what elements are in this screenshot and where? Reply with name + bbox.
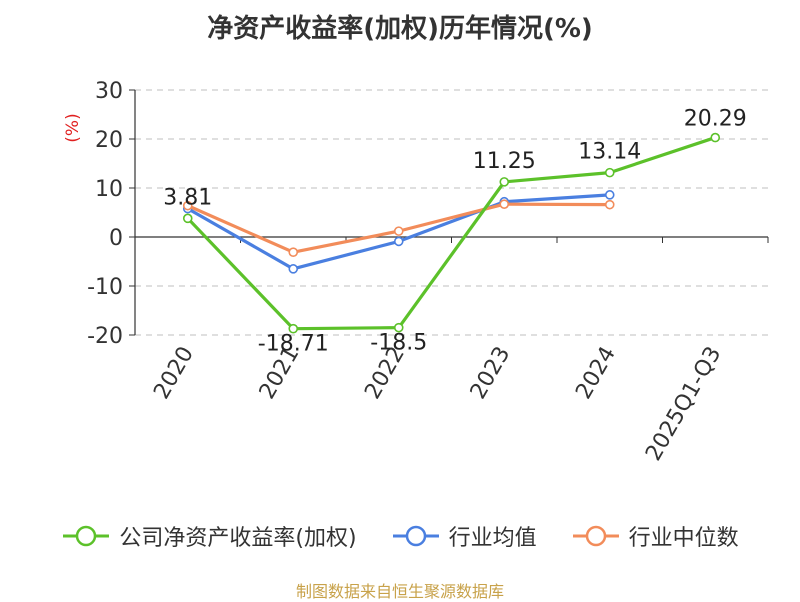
y-axis-label: (%)	[63, 113, 83, 142]
data-point[interactable]	[604, 190, 615, 200]
y-tick-label: 20	[95, 128, 123, 153]
legend-marker-icon	[572, 525, 619, 547]
series-lines	[182, 132, 721, 334]
data-labels: 3.81 -18.71 -18.5 11.25 13.14 20.29	[163, 107, 746, 357]
y-tick-label: 0	[109, 226, 123, 251]
data-label: -18.5	[370, 331, 427, 356]
x-tick-label: 2025Q1-Q3	[641, 343, 726, 466]
x-tick-label: 2023	[466, 343, 516, 404]
data-point[interactable]	[182, 200, 193, 211]
x-tick-label: 2020	[149, 343, 199, 404]
data-point[interactable]	[393, 322, 404, 333]
legend: 公司净资产收益率(加权) 行业均值 行业中位数	[0, 520, 800, 552]
legend-item[interactable]: 行业中位数	[571, 520, 739, 552]
data-point[interactable]	[288, 264, 299, 274]
data-point[interactable]	[499, 199, 510, 209]
data-label: 11.25	[473, 149, 536, 174]
source-note: 制图数据来自恒生聚源数据库	[295, 582, 504, 601]
data-label: -18.71	[258, 332, 329, 357]
y-tick-label: 10	[95, 177, 123, 202]
data-point[interactable]	[710, 132, 721, 143]
legend-item[interactable]: 行业均值	[391, 520, 537, 552]
data-point[interactable]	[393, 236, 404, 247]
data-point[interactable]	[288, 247, 299, 257]
data-point[interactable]	[499, 177, 510, 187]
data-label: 13.14	[578, 140, 641, 165]
y-tick-label: -10	[87, 275, 123, 300]
y-tick-label: -20	[87, 324, 123, 349]
data-label: 3.81	[163, 185, 212, 210]
data-point[interactable]	[182, 213, 193, 224]
legend-item[interactable]: 公司净资产收益率(加权)	[61, 520, 357, 552]
x-tick-label: 2024	[571, 343, 621, 404]
legend-marker-icon	[63, 525, 110, 547]
y-tick-label: 30	[95, 79, 123, 104]
data-point[interactable]	[288, 323, 299, 334]
legend-marker-icon	[392, 525, 439, 547]
data-point[interactable]	[393, 226, 404, 236]
legend-label: 公司净资产收益率(加权)	[119, 526, 357, 551]
data-label: 20.29	[684, 107, 747, 132]
chart-title: 净资产收益率(加权)历年情况(%)	[207, 14, 593, 44]
series-line	[186, 136, 716, 331]
data-point[interactable]	[604, 199, 615, 210]
legend-label: 行业中位数	[628, 526, 739, 551]
grid-lines	[135, 89, 768, 336]
data-point[interactable]	[604, 167, 615, 178]
legend-label: 行业均值	[448, 526, 537, 551]
